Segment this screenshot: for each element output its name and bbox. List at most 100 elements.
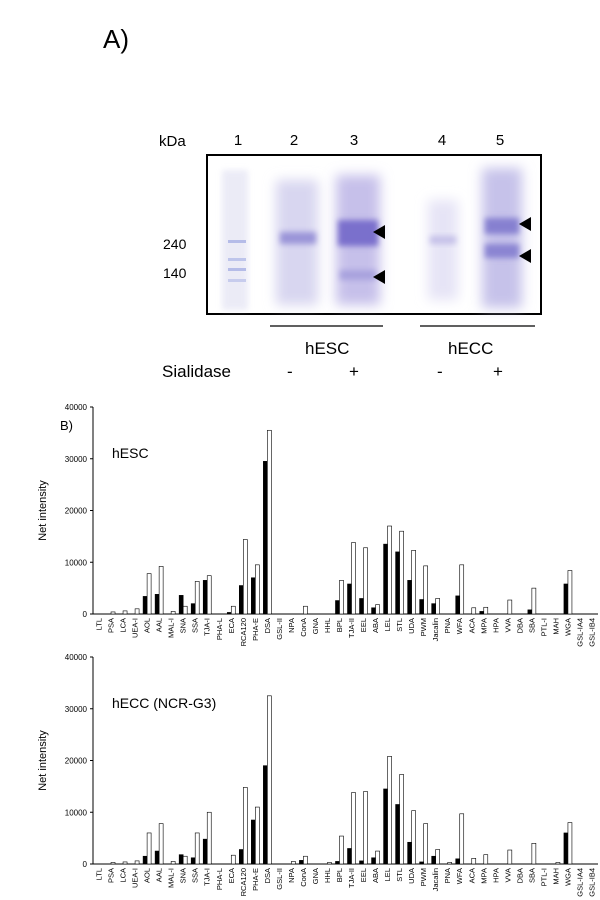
category-label: GSL-IA4 bbox=[575, 868, 584, 897]
arrowhead-icon bbox=[519, 217, 531, 231]
bar bbox=[435, 598, 440, 615]
bar bbox=[527, 609, 533, 615]
bar bbox=[146, 573, 152, 615]
lectin-chart-hesc: 0 10000 20000 30000 40000 Net intensity hESC LT… bbox=[37, 403, 598, 647]
lectin-chart-hecc: 0 10000 20000 30000 40000 Net intensity hECC (… bbox=[37, 653, 598, 897]
bar bbox=[226, 612, 232, 615]
category-label: HPA bbox=[491, 618, 500, 633]
category-label: PNA bbox=[443, 618, 452, 633]
bar bbox=[347, 848, 352, 865]
category-label: PHA-E bbox=[251, 868, 260, 891]
bar bbox=[567, 570, 573, 615]
category-label: SSA bbox=[191, 618, 200, 633]
bar bbox=[327, 862, 332, 865]
category-label: SNA bbox=[179, 868, 188, 883]
y-axis-label: Net intensity bbox=[37, 730, 49, 791]
bar bbox=[363, 791, 368, 865]
bar bbox=[178, 854, 184, 865]
category-label: GSL-IB4 bbox=[587, 868, 596, 897]
category-label: STL bbox=[395, 618, 404, 632]
bar bbox=[399, 530, 404, 615]
category-label: ECA bbox=[227, 868, 236, 883]
bar bbox=[471, 858, 477, 865]
category-label: EEL bbox=[359, 868, 368, 882]
blot-image bbox=[206, 154, 542, 327]
chart-title: hECC (NCR-G3) bbox=[112, 695, 216, 711]
bar bbox=[182, 605, 188, 615]
bar bbox=[507, 849, 513, 865]
bar bbox=[251, 577, 256, 615]
category-label: Jacalin bbox=[431, 868, 440, 891]
category-label: SBA bbox=[527, 618, 536, 633]
category-label: TJA-I bbox=[203, 618, 212, 636]
bar bbox=[567, 822, 573, 865]
category-label: BPL bbox=[335, 618, 344, 632]
category-label: ABA bbox=[371, 868, 380, 883]
category-label: SSA bbox=[191, 868, 200, 883]
bar bbox=[154, 850, 160, 865]
lane-3-smear bbox=[336, 175, 380, 305]
category-label: ConA bbox=[299, 868, 308, 887]
category-label: LEL bbox=[383, 868, 392, 881]
bar bbox=[238, 849, 244, 865]
bar bbox=[242, 539, 248, 615]
bar bbox=[190, 603, 196, 615]
bar bbox=[375, 850, 380, 865]
lane-number-2: 2 bbox=[289, 132, 299, 149]
category-label: MAL-I bbox=[167, 868, 176, 888]
y-tick-label: 40000 bbox=[65, 653, 88, 662]
bar bbox=[411, 810, 416, 865]
bar bbox=[158, 566, 164, 615]
category-label: PWM bbox=[419, 618, 428, 636]
category-label: SNA bbox=[179, 618, 188, 633]
arrowhead-icon bbox=[373, 270, 385, 284]
category-label: LCA bbox=[119, 868, 128, 883]
bar bbox=[555, 862, 561, 865]
category-label: PTL-I bbox=[539, 868, 548, 886]
bar bbox=[375, 604, 380, 615]
bar bbox=[202, 580, 208, 615]
y-tick-label: 30000 bbox=[65, 455, 88, 464]
y-axis-label: Net intensity bbox=[37, 480, 49, 541]
category-label: MAL-I bbox=[167, 618, 176, 638]
lane-number-5: 5 bbox=[495, 132, 505, 149]
bar bbox=[110, 862, 116, 865]
bar bbox=[230, 854, 236, 865]
bar bbox=[351, 542, 356, 615]
category-label: WFA bbox=[455, 618, 464, 634]
kda-label: kDa bbox=[159, 133, 186, 150]
category-label: TJA-II bbox=[347, 618, 356, 638]
bar bbox=[363, 547, 368, 615]
category-label: WFA bbox=[455, 868, 464, 884]
y-tick-label: 0 bbox=[83, 860, 88, 869]
bar bbox=[395, 551, 400, 615]
bar bbox=[190, 857, 196, 865]
category-label: DSA bbox=[263, 868, 272, 883]
category-label: DBA bbox=[515, 868, 524, 883]
bar bbox=[531, 587, 537, 615]
lane-number-1: 1 bbox=[233, 132, 243, 149]
category-label: MPA bbox=[479, 868, 488, 884]
bar bbox=[351, 792, 356, 865]
y-tick-label: 10000 bbox=[65, 808, 88, 817]
bar bbox=[194, 832, 200, 865]
category-label: UEA-I bbox=[131, 868, 140, 888]
bar bbox=[122, 610, 128, 615]
category-label: PWM bbox=[419, 868, 428, 886]
lane-1-ladder bbox=[222, 170, 248, 310]
y-tick-label: 40000 bbox=[65, 403, 88, 412]
bar bbox=[178, 595, 184, 615]
bar bbox=[411, 550, 416, 615]
bar bbox=[154, 594, 160, 615]
bar bbox=[479, 611, 485, 615]
bar bbox=[423, 823, 428, 865]
category-label: PHA-E bbox=[251, 618, 260, 641]
category-label: PHA-L bbox=[215, 868, 224, 890]
bar bbox=[459, 564, 465, 615]
bar bbox=[267, 429, 272, 615]
marker-240-label: 240 bbox=[163, 236, 187, 252]
bar bbox=[423, 565, 428, 615]
category-label: LCA bbox=[119, 618, 128, 633]
category-label: RCA120 bbox=[239, 868, 248, 896]
category-label: GNA bbox=[311, 868, 320, 884]
